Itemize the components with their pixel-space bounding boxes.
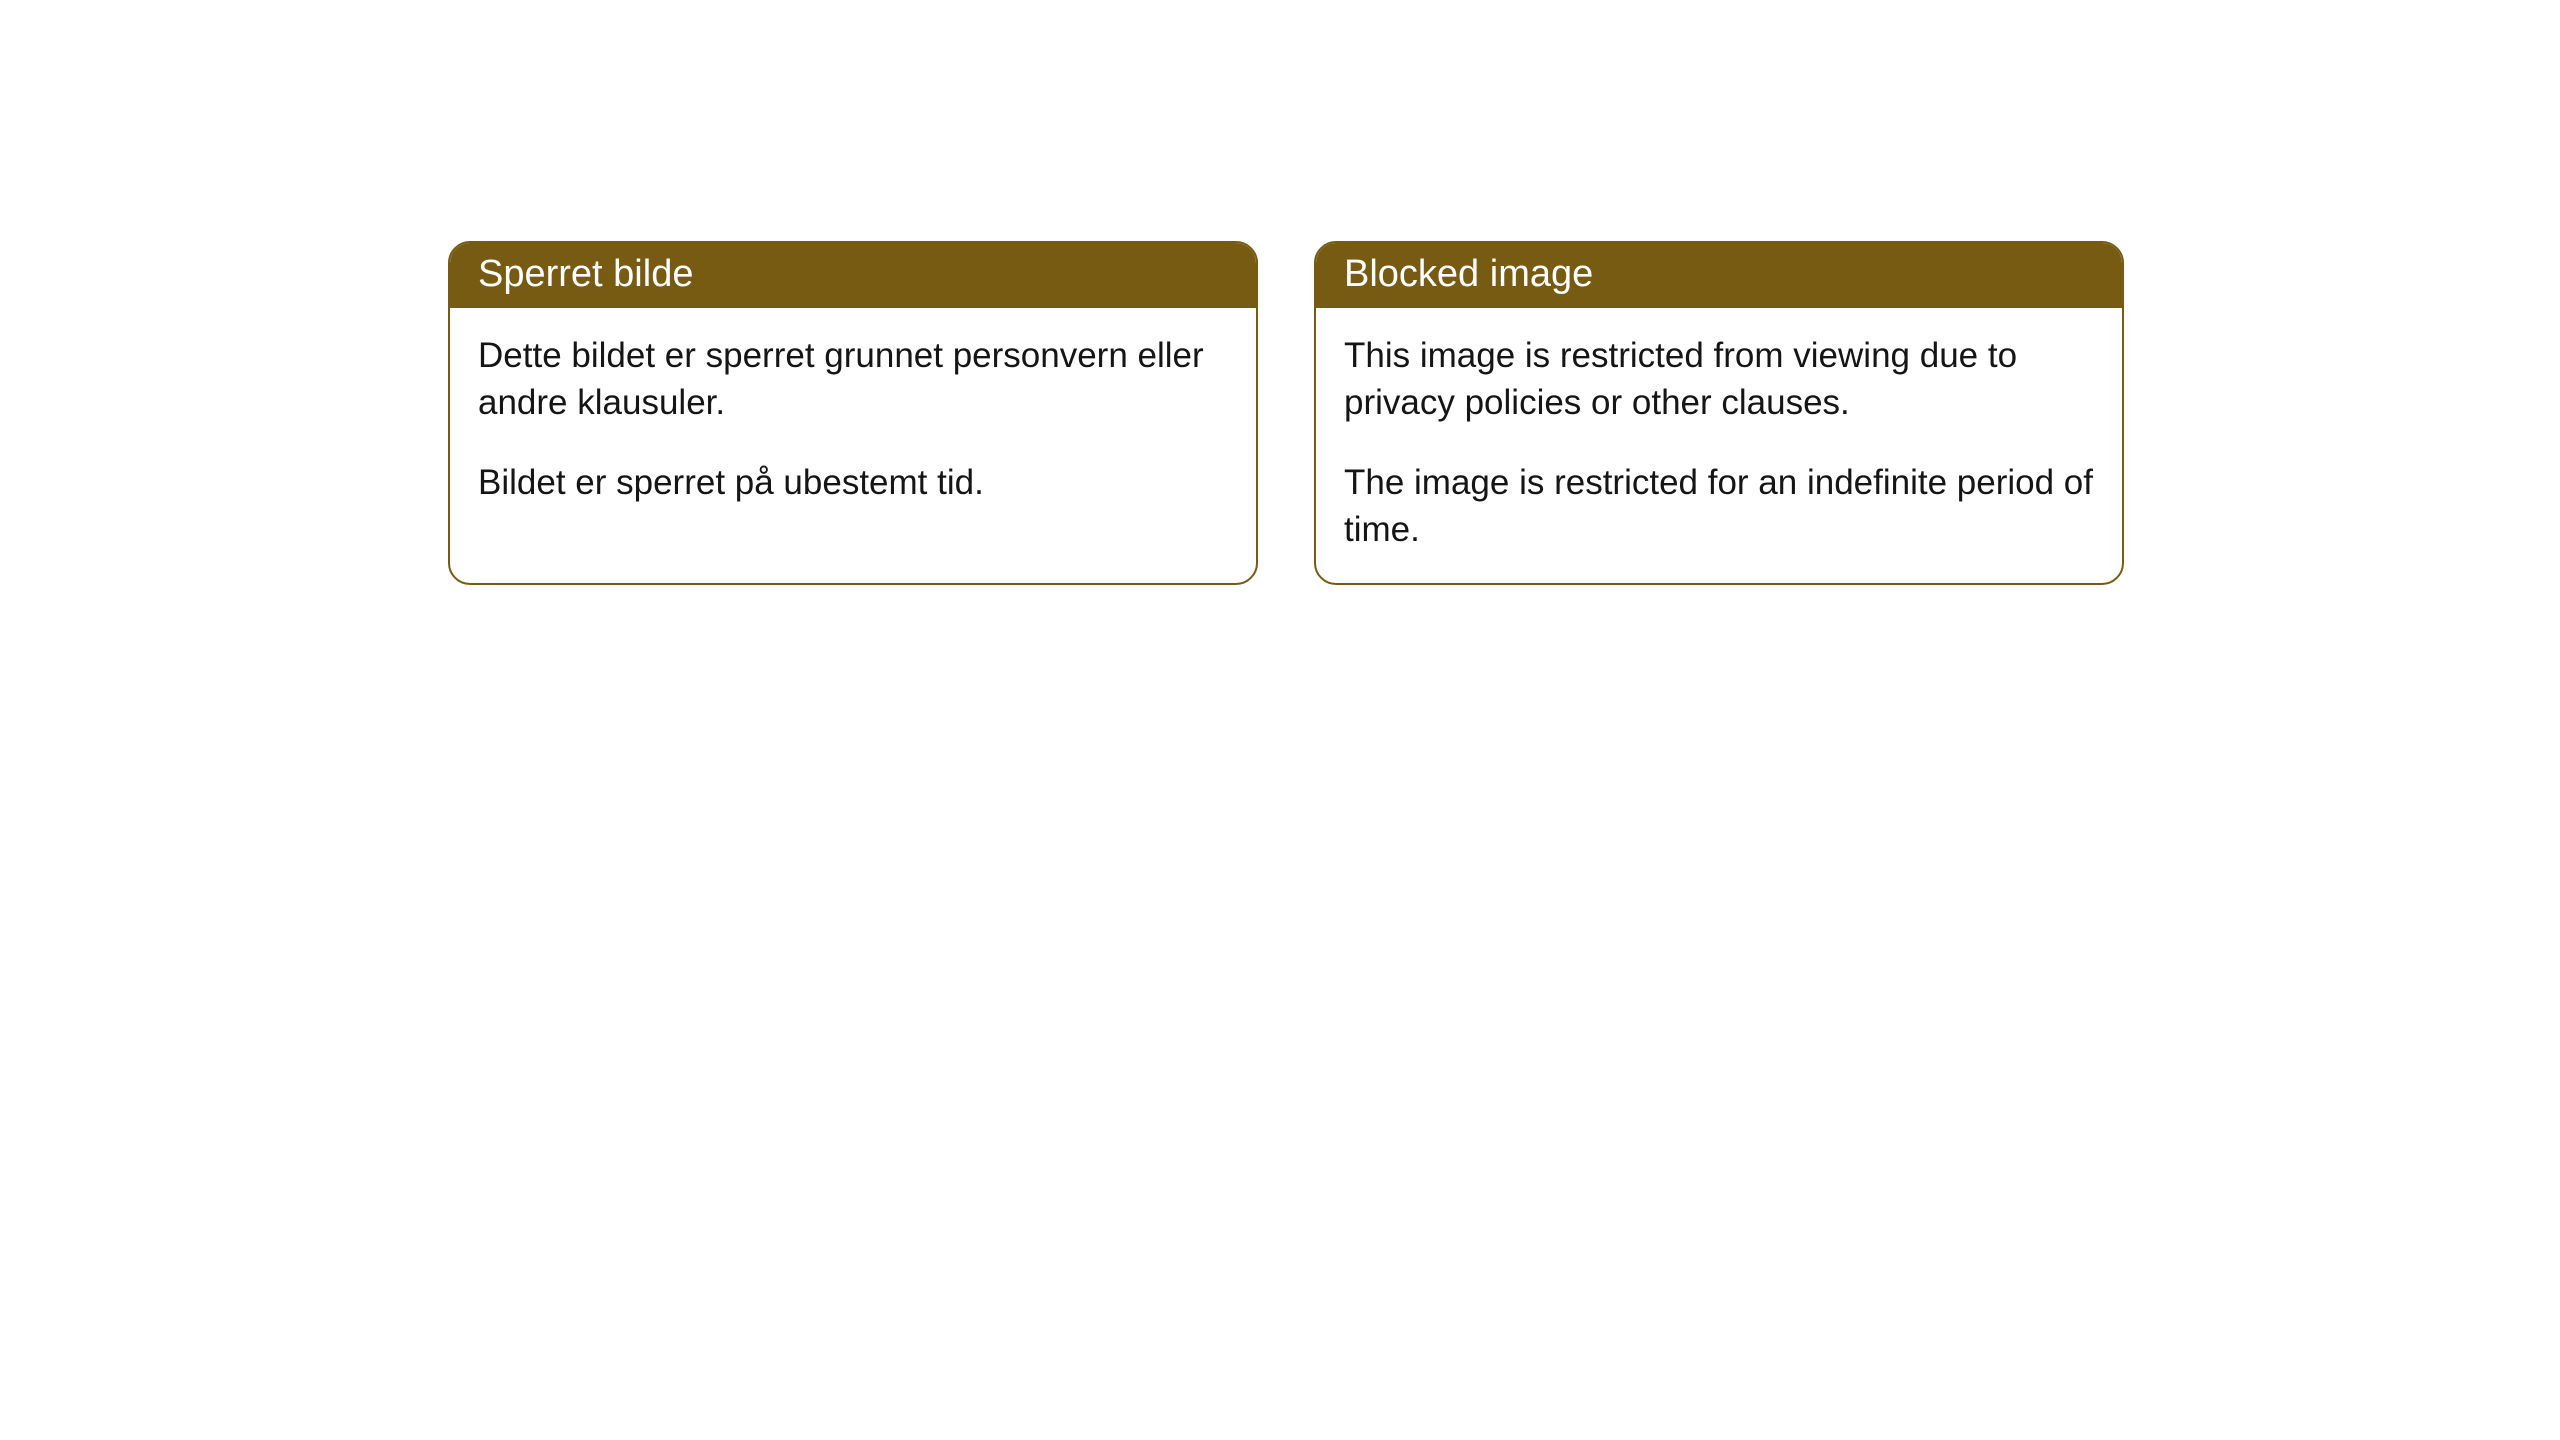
card-header: Sperret bilde [450,243,1256,308]
blocked-image-card-no: Sperret bilde Dette bildet er sperret gr… [448,241,1258,585]
card-paragraph: This image is restricted from viewing du… [1344,332,2094,427]
card-body: This image is restricted from viewing du… [1316,308,2122,583]
blocked-image-card-en: Blocked image This image is restricted f… [1314,241,2124,585]
notice-cards-container: Sperret bilde Dette bildet er sperret gr… [0,0,2560,585]
card-header: Blocked image [1316,243,2122,308]
card-paragraph: Dette bildet er sperret grunnet personve… [478,332,1228,427]
card-paragraph: Bildet er sperret på ubestemt tid. [478,459,1228,506]
card-paragraph: The image is restricted for an indefinit… [1344,459,2094,554]
card-body: Dette bildet er sperret grunnet personve… [450,308,1256,536]
